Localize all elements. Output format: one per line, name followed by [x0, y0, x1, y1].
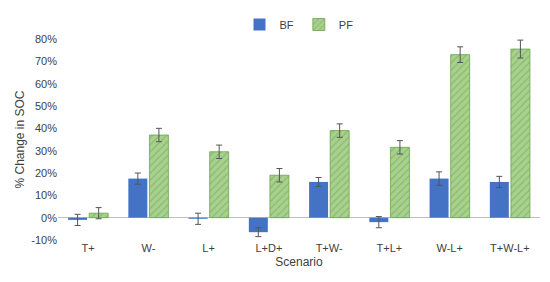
svg-text:0%: 0% — [41, 212, 57, 224]
svg-text:T+: T+ — [82, 242, 95, 254]
svg-text:BF: BF — [280, 19, 294, 31]
svg-text:50%: 50% — [35, 100, 57, 112]
svg-text:T+L+: T+L+ — [377, 242, 403, 254]
svg-text:-10%: -10% — [31, 234, 57, 246]
svg-text:20%: 20% — [35, 167, 57, 179]
svg-text:PF: PF — [339, 19, 353, 31]
svg-text:T+W-: T+W- — [316, 242, 343, 254]
svg-text:Scenario: Scenario — [275, 255, 323, 269]
svg-text:W-: W- — [141, 242, 155, 254]
svg-text:10%: 10% — [35, 189, 57, 201]
svg-text:30%: 30% — [35, 145, 57, 157]
svg-text:60%: 60% — [35, 78, 57, 90]
svg-text:80%: 80% — [35, 33, 57, 45]
svg-text:70%: 70% — [35, 55, 57, 67]
svg-text:L+D+: L+D+ — [255, 242, 282, 254]
svg-text:T+W-L+: T+W-L+ — [490, 242, 530, 254]
svg-text:40%: 40% — [35, 122, 57, 134]
svg-text:L+: L+ — [202, 242, 215, 254]
svg-text:W-L+: W-L+ — [436, 242, 462, 254]
svg-text:% Change in SOC: % Change in SOC — [13, 90, 27, 188]
